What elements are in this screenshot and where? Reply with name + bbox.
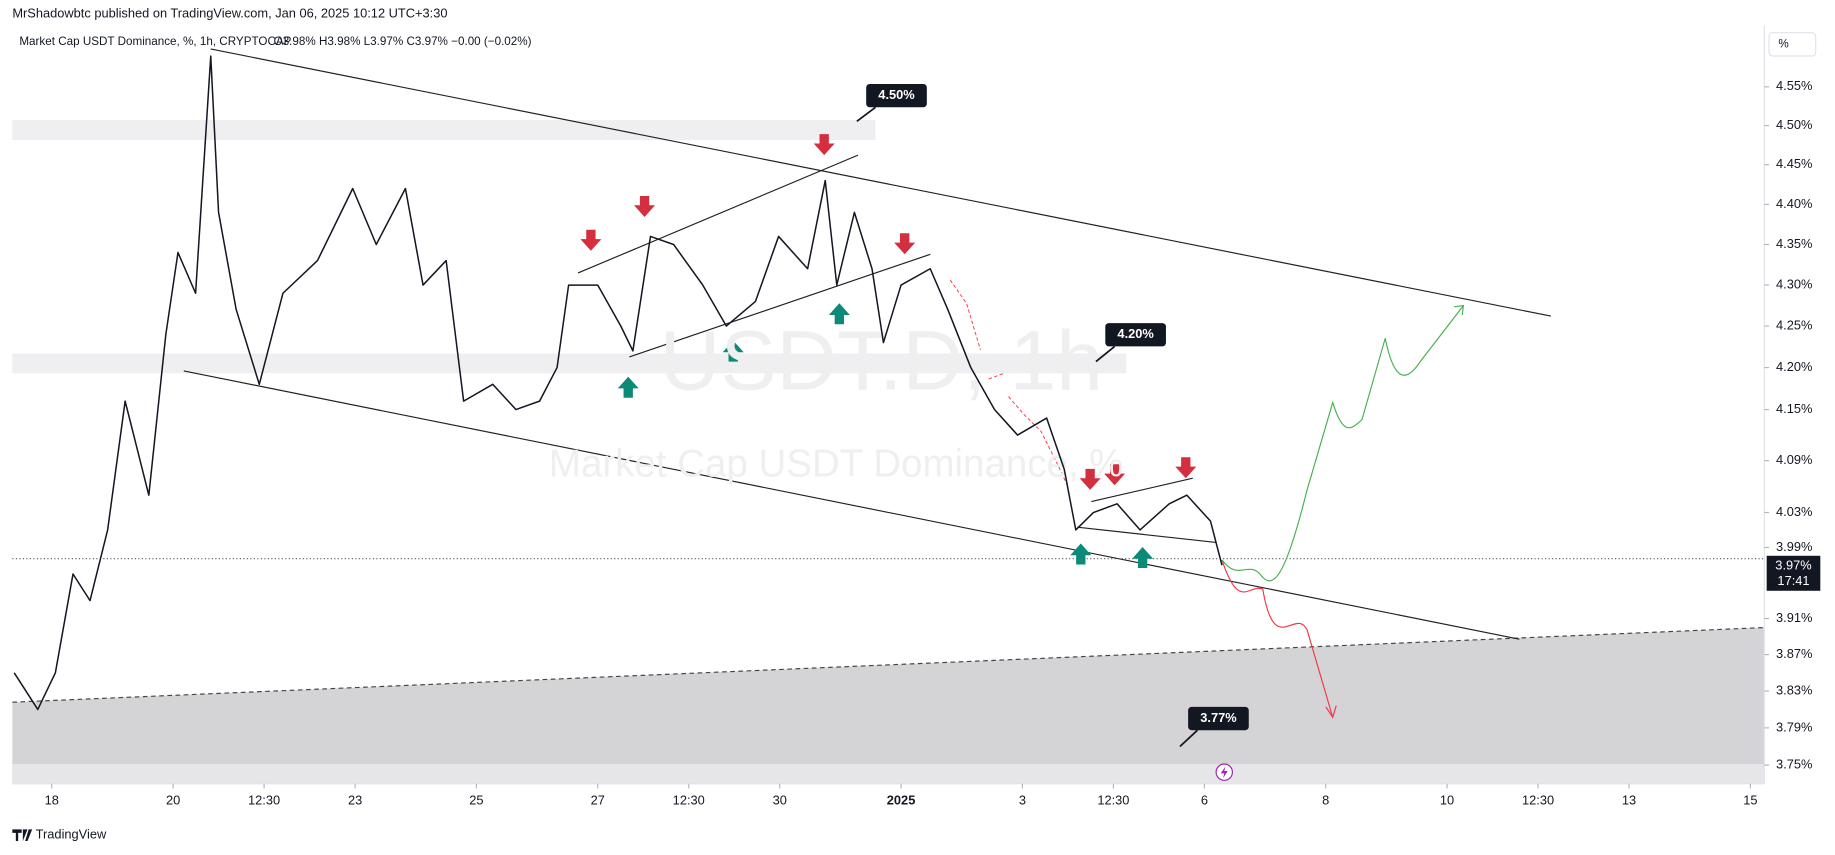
y-tick-label: 4.15% bbox=[1776, 401, 1812, 416]
publisher: MrShadowbtc published on TradingView.com… bbox=[12, 5, 447, 20]
callout-pointer bbox=[1179, 729, 1199, 748]
flag-bottom bbox=[1077, 526, 1217, 543]
ohlc: O3.98% H3.98% L3.97% C3.97% −0.00 (−0.02… bbox=[274, 35, 532, 48]
sell-arrows bbox=[580, 134, 1197, 490]
x-tick-label: 20 bbox=[166, 793, 180, 808]
scale-button[interactable] bbox=[1768, 32, 1817, 57]
x-tick-label: 12:30 bbox=[673, 793, 705, 808]
callout bbox=[866, 83, 927, 108]
price-line bbox=[13, 55, 1223, 711]
bullish-arrowhead bbox=[1453, 304, 1465, 316]
x-tick-label: 8 bbox=[1322, 793, 1329, 808]
channel-bottom bbox=[183, 370, 1520, 640]
y-tick-label: 3.79% bbox=[1776, 719, 1812, 734]
callout-label: 4.50% bbox=[878, 87, 915, 102]
demand-zone-edge bbox=[12, 764, 1765, 784]
bearish-arrowhead bbox=[1325, 705, 1337, 719]
x-tick-label: 27 bbox=[591, 793, 605, 808]
y-tick-label: 4.50% bbox=[1776, 117, 1812, 132]
scale-button-label[interactable]: % bbox=[1778, 37, 1788, 50]
support-zone bbox=[12, 353, 1127, 374]
buy-arrows bbox=[617, 303, 1154, 569]
bearish-path bbox=[1221, 559, 1334, 718]
y-tick-label: 3.75% bbox=[1776, 756, 1812, 771]
x-tick-label: 23 bbox=[348, 793, 362, 808]
demand-zone bbox=[12, 627, 1765, 784]
x-tick-label: 6 bbox=[1201, 793, 1208, 808]
callout-label: 4.20% bbox=[1117, 326, 1154, 341]
x-tick-label: 18 bbox=[45, 793, 59, 808]
y-tick-label: 4.25% bbox=[1776, 317, 1812, 332]
y-tick-label: 4.20% bbox=[1776, 359, 1812, 374]
x-tick-label: 3 bbox=[1019, 793, 1026, 808]
x-tick-label: 2025 bbox=[887, 793, 916, 808]
y-tick-label: 4.30% bbox=[1776, 276, 1812, 291]
resistance-zone bbox=[12, 120, 876, 140]
y-tick-label: 3.99% bbox=[1776, 539, 1812, 554]
drawings bbox=[12, 48, 1765, 784]
y-tick-label: 4.09% bbox=[1776, 452, 1812, 467]
y-tick-label: 4.35% bbox=[1776, 236, 1812, 251]
price-tag bbox=[1766, 555, 1821, 591]
callout bbox=[1105, 323, 1166, 347]
projection bbox=[949, 279, 1068, 485]
y-tick-label: 3.83% bbox=[1776, 682, 1812, 697]
x-tick-label: 30 bbox=[773, 793, 787, 808]
x-tick-label: 12:30 bbox=[1522, 793, 1554, 808]
bullish-path bbox=[1221, 305, 1464, 582]
y-tick-label: 4.03% bbox=[1776, 504, 1812, 519]
flag-top bbox=[1091, 477, 1193, 503]
wedge-top bbox=[577, 154, 859, 274]
callout-pointer bbox=[856, 106, 877, 123]
price-tag-label: 3.97% bbox=[1775, 558, 1811, 573]
footer: TradingView bbox=[36, 827, 107, 842]
x-tick-label: 15 bbox=[1743, 793, 1757, 808]
x-tick-label: 10 bbox=[1440, 793, 1454, 808]
x-tick-label: 12:30 bbox=[1097, 793, 1129, 808]
event-icon-bolt bbox=[1220, 766, 1228, 779]
x-tick-label: 13 bbox=[1622, 793, 1636, 808]
callout-label: 3.77% bbox=[1200, 710, 1237, 725]
dashed-trendline bbox=[12, 626, 1765, 703]
x-tick-label: 25 bbox=[469, 793, 483, 808]
y-tick-label: 3.91% bbox=[1776, 610, 1812, 625]
footer-logo bbox=[12, 829, 33, 842]
callout-pointer bbox=[1095, 345, 1116, 363]
channel-top bbox=[210, 48, 1551, 317]
y-tick-label: 4.40% bbox=[1776, 196, 1812, 211]
y-tick-label: 4.55% bbox=[1776, 78, 1812, 93]
countdown: 17:41 bbox=[1777, 573, 1809, 588]
wedge-bottom bbox=[629, 253, 931, 358]
y-tick-label: 4.45% bbox=[1776, 156, 1812, 171]
callout bbox=[1188, 706, 1249, 731]
x-tick-label: 12:30 bbox=[248, 793, 280, 808]
watermark-subtitle: Market Cap USDT Dominance, % bbox=[549, 443, 1124, 486]
chart-title: Market Cap USDT Dominance, %, 1h, CRYPTO… bbox=[19, 35, 291, 48]
y-tick-label: 3.87% bbox=[1776, 646, 1812, 661]
